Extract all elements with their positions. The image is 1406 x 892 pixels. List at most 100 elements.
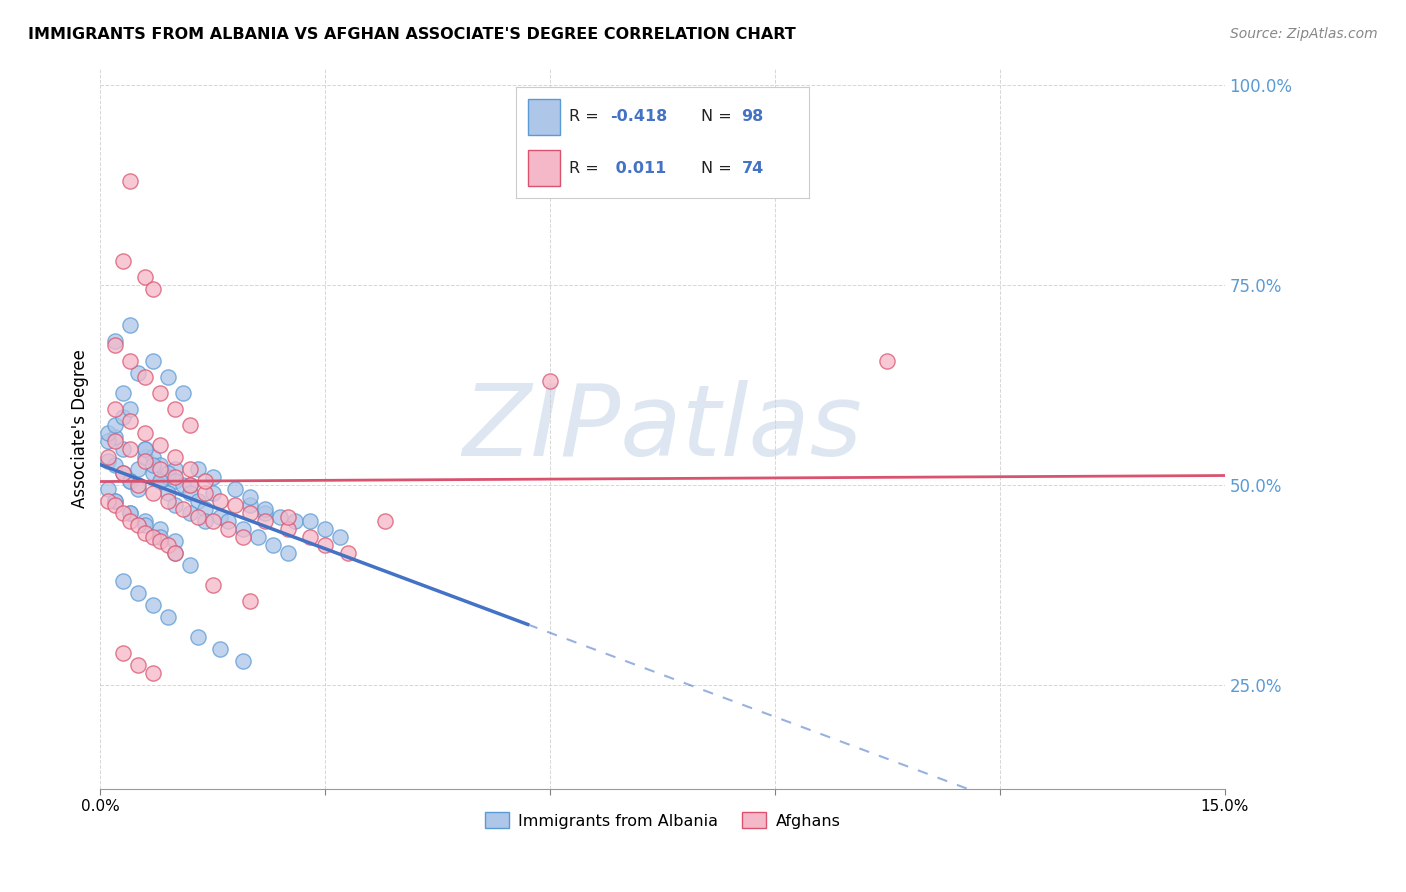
Point [97, 493, 120, 508]
Point [104, 493, 127, 508]
Legend: Immigrants from Albania, Afghans: Immigrants from Albania, Afghans [478, 806, 846, 835]
Point [104, 430, 127, 444]
Point [172, 477, 194, 491]
Point [104, 337, 127, 351]
Point [194, 485, 217, 500]
Point [187, 493, 209, 508]
Point [149, 530, 172, 544]
Point [165, 469, 187, 483]
Text: Source: ZipAtlas.com: Source: ZipAtlas.com [1230, 27, 1378, 41]
Y-axis label: Associate's Degree: Associate's Degree [72, 350, 89, 508]
Point [254, 514, 277, 528]
Point [97, 425, 120, 440]
Point [269, 509, 291, 524]
Point [262, 538, 284, 552]
Point [104, 458, 127, 472]
Point [134, 514, 156, 528]
Point [149, 438, 172, 452]
Point [209, 493, 232, 508]
Point [179, 477, 201, 491]
Point [111, 466, 134, 480]
Point [149, 458, 172, 472]
Point [120, 318, 142, 332]
Point [336, 546, 359, 560]
Point [232, 522, 254, 536]
Point [120, 414, 142, 428]
Point [104, 434, 127, 448]
Point [149, 533, 172, 548]
Point [134, 450, 156, 464]
Point [120, 474, 142, 488]
Point [127, 657, 149, 672]
Point [224, 482, 246, 496]
Point [127, 461, 149, 475]
Point [201, 514, 224, 528]
Point [142, 665, 165, 680]
Point [97, 434, 120, 448]
Point [194, 514, 217, 528]
Point [232, 530, 254, 544]
Point [314, 538, 336, 552]
Point [239, 498, 262, 512]
Point [104, 498, 127, 512]
Point [120, 401, 142, 416]
Point [254, 501, 277, 516]
Point [179, 477, 201, 491]
Point [254, 506, 277, 520]
Point [149, 522, 172, 536]
Point [120, 506, 142, 520]
Point [142, 485, 165, 500]
Point [165, 546, 187, 560]
Point [194, 501, 217, 516]
Point [142, 458, 165, 472]
Point [156, 369, 179, 384]
Point [239, 506, 262, 520]
Point [104, 493, 127, 508]
Point [239, 594, 262, 608]
Point [201, 485, 224, 500]
Point [142, 530, 165, 544]
Point [142, 598, 165, 612]
Point [209, 641, 232, 656]
Point [97, 453, 120, 467]
Point [127, 517, 149, 532]
Point [104, 401, 127, 416]
Point [165, 533, 187, 548]
Point [97, 482, 120, 496]
Point [374, 514, 396, 528]
Point [277, 522, 299, 536]
Point [111, 409, 134, 424]
Point [134, 442, 156, 456]
Point [165, 546, 187, 560]
Point [134, 517, 156, 532]
Point [187, 509, 209, 524]
Point [217, 514, 239, 528]
Point [156, 538, 179, 552]
Point [127, 586, 149, 600]
Point [134, 425, 156, 440]
Point [120, 506, 142, 520]
Point [217, 522, 239, 536]
Point [120, 442, 142, 456]
Point [142, 282, 165, 296]
Point [314, 522, 336, 536]
Point [111, 253, 134, 268]
Point [156, 609, 179, 624]
Point [104, 334, 127, 348]
Point [127, 482, 149, 496]
Point [149, 474, 172, 488]
Point [104, 417, 127, 432]
Point [142, 466, 165, 480]
Point [156, 485, 179, 500]
Text: IMMIGRANTS FROM ALBANIA VS AFGHAN ASSOCIATE'S DEGREE CORRELATION CHART: IMMIGRANTS FROM ALBANIA VS AFGHAN ASSOCI… [28, 27, 796, 42]
Point [149, 461, 172, 475]
Point [165, 401, 187, 416]
Point [165, 461, 187, 475]
Point [134, 442, 156, 456]
Point [187, 461, 209, 475]
Point [111, 442, 134, 456]
Point [277, 509, 299, 524]
Point [329, 530, 352, 544]
Point [127, 477, 149, 491]
Point [277, 546, 299, 560]
